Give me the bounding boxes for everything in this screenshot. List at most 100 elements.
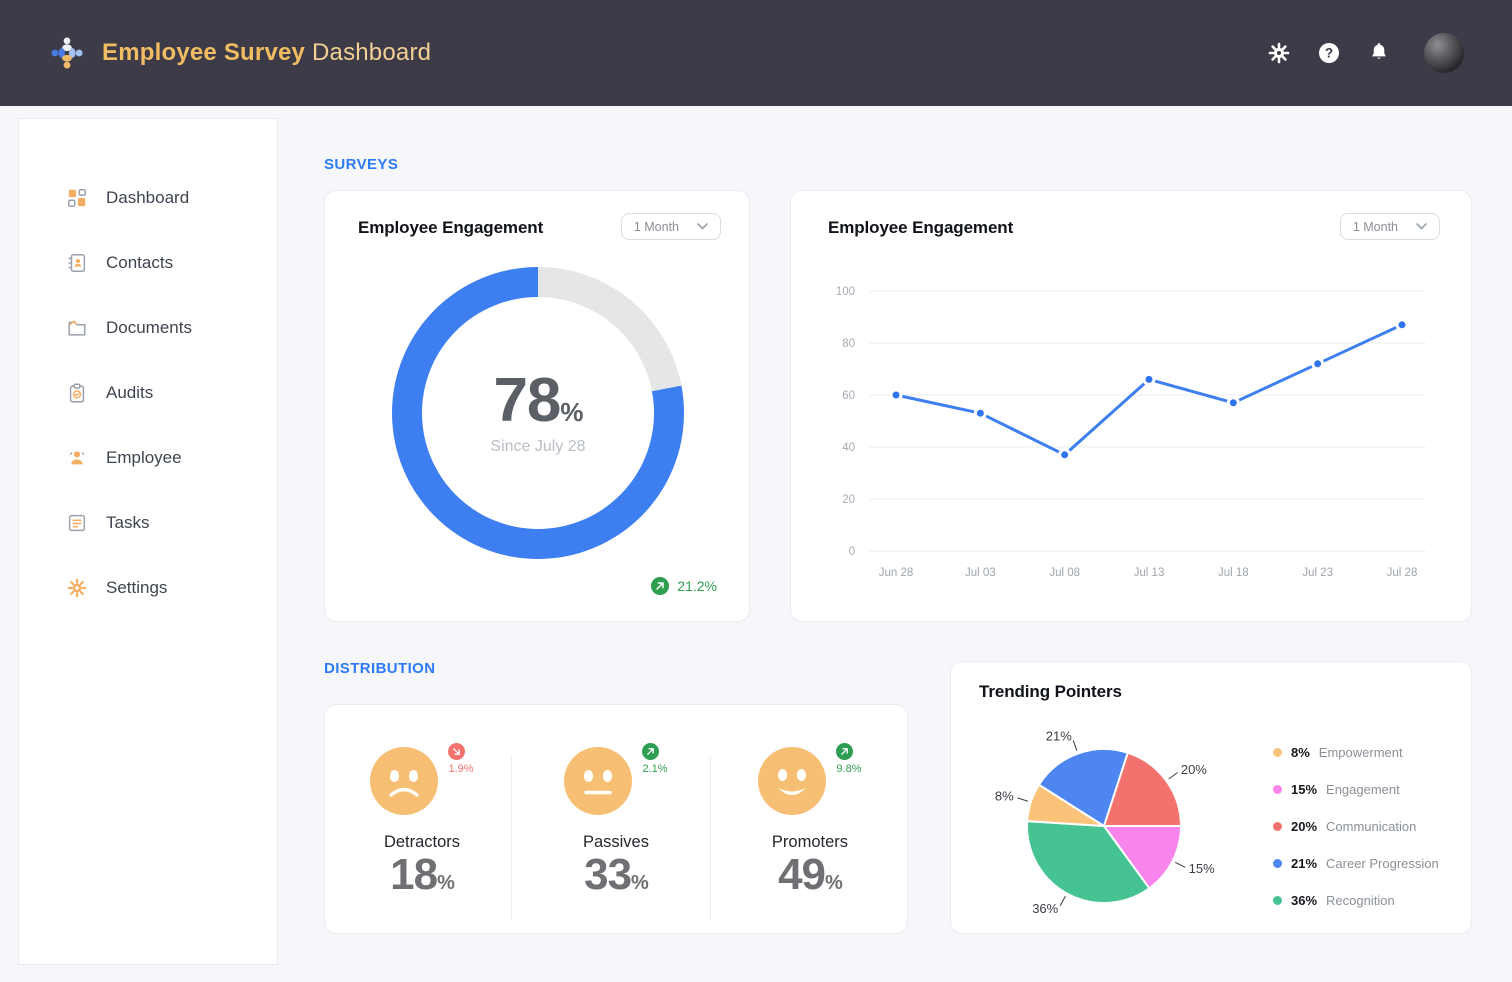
legend-dot-icon — [1273, 748, 1282, 757]
legend-value: 8% — [1291, 745, 1310, 760]
group-label: Detractors — [383, 833, 461, 851]
pie-slice-label: 36% — [1032, 901, 1058, 916]
group-value-unit: % — [631, 872, 649, 894]
legend-value: 20% — [1291, 819, 1318, 834]
documents-icon — [68, 319, 86, 336]
sidebar-item-audits[interactable]: Audits — [19, 360, 277, 425]
pie-slice — [1103, 825, 1182, 890]
pie-callout-line — [1175, 861, 1186, 868]
x-axis-tick: Jul 03 — [965, 567, 996, 579]
dashboard-icon — [68, 188, 86, 207]
card-title: Trending Pointers — [979, 682, 1122, 701]
notifications-bell-icon[interactable] — [1366, 40, 1392, 66]
trend-down-arrow-icon — [448, 743, 466, 760]
engagement-donut-chart — [392, 267, 684, 559]
data-point — [1226, 396, 1240, 410]
sidebar-item-label: Settings — [106, 577, 168, 597]
delta-value: 1.9% — [448, 763, 474, 775]
user-avatar[interactable] — [1424, 33, 1464, 73]
pie-slice-label: 15% — [1189, 861, 1215, 876]
range-selector-value: 1 Month — [633, 219, 679, 234]
promoters-delta: 9.8% — [836, 743, 862, 815]
pie-callout-line — [1017, 797, 1029, 802]
sidebar-item-employee[interactable]: Employee — [19, 425, 277, 490]
range-selector-dropdown[interactable]: 1 Month — [1339, 213, 1440, 240]
sidebar-item-label: Tasks — [106, 512, 150, 532]
data-point — [889, 388, 903, 402]
legend-value: 36% — [1291, 893, 1318, 908]
brand-light-text: Dashboard — [311, 39, 432, 66]
settings-gear-icon[interactable] — [1266, 40, 1292, 66]
neutral-face-icon — [564, 747, 633, 815]
contacts-icon — [68, 253, 86, 272]
x-axis-tick: Jul 23 — [1302, 567, 1333, 579]
pie-slice — [1026, 820, 1151, 904]
sidebar-item-tasks[interactable]: Tasks — [19, 490, 277, 555]
chevron-down-icon — [697, 223, 708, 230]
group-value-number: 18 — [390, 850, 438, 899]
data-point — [1395, 318, 1409, 332]
pie-callout-line — [1059, 895, 1066, 906]
sidebar-item-contacts[interactable]: Contacts — [19, 230, 277, 295]
range-selector-dropdown[interactable]: 1 Month — [620, 213, 721, 240]
pie-slice — [1037, 748, 1129, 827]
sidebar-item-settings[interactable]: Settings — [19, 555, 277, 620]
happy-face-icon — [758, 747, 827, 815]
legend-item: 20% Communication — [1273, 808, 1439, 845]
sidebar-item-dashboard[interactable]: Dashboard — [19, 165, 277, 230]
help-icon[interactable]: ? — [1316, 40, 1342, 66]
group-label: Passives — [582, 833, 649, 851]
trend-up-arrow-icon — [642, 743, 660, 760]
distribution-passives: 2.1% Passives 33% — [519, 705, 713, 933]
donut-value: 78% — [493, 370, 583, 432]
distribution-card: 1.9% Detractors 18% 2.1% Passives 3 — [324, 704, 908, 934]
sidebar: Dashboard Contacts Documents Audits — [18, 118, 278, 965]
donut-value-number: 78 — [493, 366, 561, 435]
y-axis-tick: 20 — [842, 494, 855, 506]
sidebar-item-label: Employee — [106, 447, 182, 467]
legend-dot-icon — [1273, 896, 1282, 905]
group-value: 18% — [390, 850, 455, 899]
tasks-icon — [68, 514, 86, 531]
engagement-donut-card: Employee Engagement 1 Month 78% Since Ju… — [324, 190, 750, 622]
sidebar-item-label: Dashboard — [106, 187, 190, 207]
sad-face-icon — [370, 747, 439, 815]
legend-label: Engagement — [1326, 782, 1400, 797]
legend-item: 15% Engagement — [1273, 771, 1439, 808]
x-axis-tick: Jul 08 — [1049, 567, 1080, 579]
pie-callout-line — [1072, 740, 1078, 751]
legend-label: Communication — [1326, 819, 1417, 834]
y-axis-tick: 60 — [842, 390, 855, 402]
audits-icon — [69, 383, 85, 402]
distribution-detractors: 1.9% Detractors 18% — [325, 705, 519, 933]
group-value-number: 33 — [584, 850, 632, 899]
page-title: Employee Survey Dashboard — [102, 39, 431, 67]
sidebar-item-label: Audits — [106, 382, 154, 402]
delta-value: 2.1% — [642, 763, 668, 775]
legend-item: 21% Career Progression — [1273, 845, 1439, 882]
app-logo-icon — [51, 37, 83, 69]
data-point — [1142, 372, 1156, 386]
brand: Employee Survey Dashboard — [48, 34, 431, 72]
pie-legend: 8% Empowerment 15% Engagement 20% Communicati… — [1273, 734, 1439, 919]
brand-bold-text: Employee Survey — [102, 39, 306, 66]
engagement-line-chart: 100 80 60 40 20 0 Jun 28 Jul 03 Jul 08 Jul 13 Jul … — [836, 286, 1426, 579]
data-point — [1058, 448, 1072, 462]
passives-delta: 2.1% — [642, 743, 668, 815]
header-actions: ? — [1266, 33, 1464, 73]
sidebar-item-documents[interactable]: Documents — [19, 295, 277, 360]
group-value-number: 49 — [778, 850, 826, 899]
x-axis-tick: Jul 28 — [1387, 567, 1418, 579]
pie-slice — [1103, 751, 1182, 827]
legend-label: Career Progression — [1326, 856, 1439, 871]
svg-text:?: ? — [1325, 46, 1333, 61]
sidebar-item-label: Documents — [106, 317, 192, 337]
legend-value: 15% — [1291, 782, 1318, 797]
trend-up-arrow-icon — [836, 743, 854, 760]
group-value-unit: % — [825, 872, 843, 894]
pie-callout-line — [1168, 772, 1178, 780]
legend-label: Recognition — [1326, 893, 1395, 908]
legend-item: 8% Empowerment — [1273, 734, 1439, 771]
data-point — [973, 406, 987, 420]
legend-dot-icon — [1273, 859, 1282, 868]
